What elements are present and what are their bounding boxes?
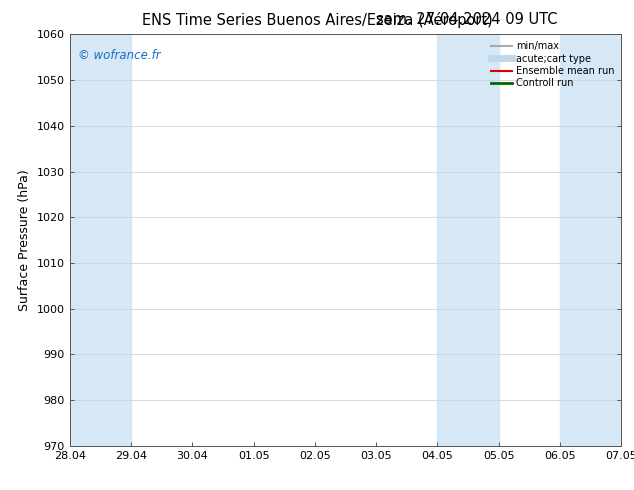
Bar — [437, 34, 499, 446]
Title: ENS Time Series Buenos Aires/Ezeiza (Aéroport)      sam. 27.04.2024 09 UTC: ENS Time Series Buenos Aires/Ezeiza (Aér… — [0, 489, 1, 490]
Text: sam. 27.04.2024 09 UTC: sam. 27.04.2024 09 UTC — [377, 12, 558, 27]
Bar — [70, 34, 131, 446]
Text: ENS Time Series Buenos Aires/Ezeiza (Aéroport): ENS Time Series Buenos Aires/Ezeiza (Aér… — [141, 12, 493, 28]
Legend: min/max, acute;cart type, Ensemble mean run, Controll run: min/max, acute;cart type, Ensemble mean … — [489, 39, 616, 90]
Y-axis label: Surface Pressure (hPa): Surface Pressure (hPa) — [18, 169, 31, 311]
Bar — [560, 34, 621, 446]
Text: © wofrance.fr: © wofrance.fr — [78, 49, 160, 62]
